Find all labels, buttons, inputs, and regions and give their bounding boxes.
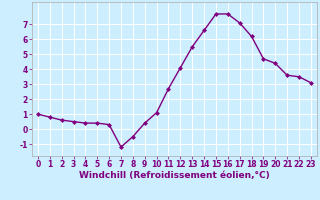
X-axis label: Windchill (Refroidissement éolien,°C): Windchill (Refroidissement éolien,°C) <box>79 171 270 180</box>
